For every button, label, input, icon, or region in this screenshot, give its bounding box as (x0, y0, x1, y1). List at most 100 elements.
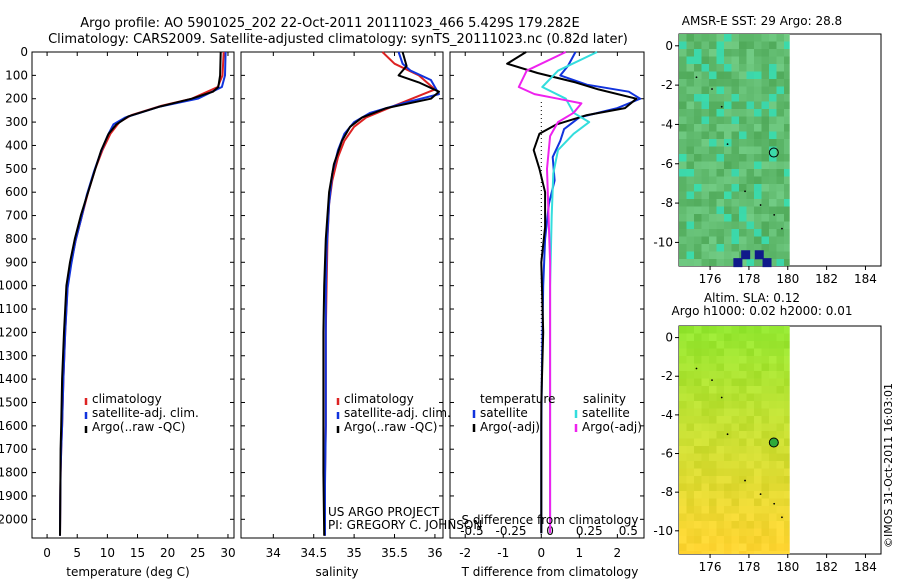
map-cell (701, 371, 709, 379)
map-cell (754, 536, 762, 544)
depth-tick-label: 300 (5, 115, 28, 129)
map-cell (716, 348, 724, 356)
map-cell (724, 169, 732, 177)
map-cell (769, 461, 777, 469)
x-tick-label: 34 (266, 546, 281, 560)
map-cell (769, 476, 777, 484)
map-cell (769, 109, 777, 117)
map-cell (769, 513, 777, 521)
map-cell (776, 521, 784, 529)
map-cell (716, 259, 724, 266)
map-cell (739, 378, 747, 386)
map-cell (761, 431, 769, 439)
map-cell (694, 333, 702, 341)
map-cell (716, 386, 724, 394)
map-cell (769, 468, 777, 476)
map-cell (746, 41, 754, 49)
map-cell (724, 116, 732, 124)
map-cell (754, 259, 762, 266)
map-cell (694, 401, 702, 409)
map-cell (724, 139, 732, 147)
map-cell (686, 498, 694, 506)
map-cell (724, 491, 732, 499)
map-cell (686, 446, 694, 454)
difference-legend: temperature salinity satellite Argo(-adj… (472, 392, 642, 434)
map-cell (746, 64, 754, 72)
map-cell (731, 371, 739, 379)
map-cell (761, 438, 769, 446)
map-cell (739, 199, 747, 207)
map-cell (679, 386, 687, 394)
map-cell (739, 356, 747, 364)
map-cell (716, 206, 724, 214)
map-cell (731, 431, 739, 439)
map-cell (761, 446, 769, 454)
map-cell (769, 446, 777, 454)
map-cell (739, 56, 747, 64)
map-cell (694, 94, 702, 102)
map-cell (761, 34, 769, 42)
map-cell (746, 56, 754, 64)
map-cell (686, 131, 694, 139)
map-cell (679, 229, 687, 237)
map-cell (716, 393, 724, 401)
map-cell (724, 498, 732, 506)
map-cell (761, 461, 769, 469)
island-dot (711, 88, 713, 90)
map-cell (761, 64, 769, 72)
map-cell (709, 536, 717, 544)
map-cell (716, 401, 724, 409)
map-cell (769, 71, 777, 79)
map-cell (694, 506, 702, 514)
map-cell (686, 393, 694, 401)
map-cell (694, 483, 702, 491)
map-cell (784, 438, 790, 446)
x-tick-label: 30 (220, 546, 235, 560)
map-cell (724, 348, 732, 356)
map-cell (784, 423, 790, 431)
map-cell (784, 94, 790, 102)
map-cell (776, 221, 784, 229)
map-cell (709, 326, 717, 334)
map-cell (724, 214, 732, 222)
map-cell (724, 244, 732, 252)
map-cell (716, 551, 724, 554)
map-cell (784, 401, 790, 409)
map-cell (709, 191, 717, 199)
map-cell (686, 86, 694, 94)
map-cell (716, 131, 724, 139)
map-cell (776, 109, 784, 117)
map-cell (694, 101, 702, 109)
x-tick-label: 34.5 (300, 546, 327, 560)
map-cell (694, 476, 702, 484)
map-cell (709, 363, 717, 371)
map-cell (746, 79, 754, 87)
map-cell (754, 101, 762, 109)
map-cell (739, 491, 747, 499)
lon-tick-label: 180 (776, 272, 799, 286)
map-cell (701, 461, 709, 469)
map-cell (716, 191, 724, 199)
sal-xlabel: salinity (315, 565, 358, 579)
map-cell (686, 416, 694, 424)
map-cell (784, 146, 790, 154)
map-cell (784, 528, 790, 536)
map-cell (724, 513, 732, 521)
map-cell (739, 363, 747, 371)
float-position-marker (768, 437, 779, 448)
sal-legend-climatology: climatology (344, 392, 414, 406)
map-cell (761, 476, 769, 484)
map-cell (709, 423, 717, 431)
diff-legend-t-argo: Argo(-adj) (480, 420, 540, 434)
map-cell (716, 468, 724, 476)
lat-tick-label: -6 (661, 157, 673, 171)
map-cell (686, 199, 694, 207)
map-cell (754, 386, 762, 394)
map-cell (776, 71, 784, 79)
map-cell (679, 476, 687, 484)
difference-panel: -2 -1 0 1 2-0.5 -0.25 0 0.25 0.5 (449, 51, 645, 560)
map-cell (776, 543, 784, 551)
map-cell (731, 326, 739, 334)
map-cell (731, 139, 739, 147)
map-cell (776, 461, 784, 469)
